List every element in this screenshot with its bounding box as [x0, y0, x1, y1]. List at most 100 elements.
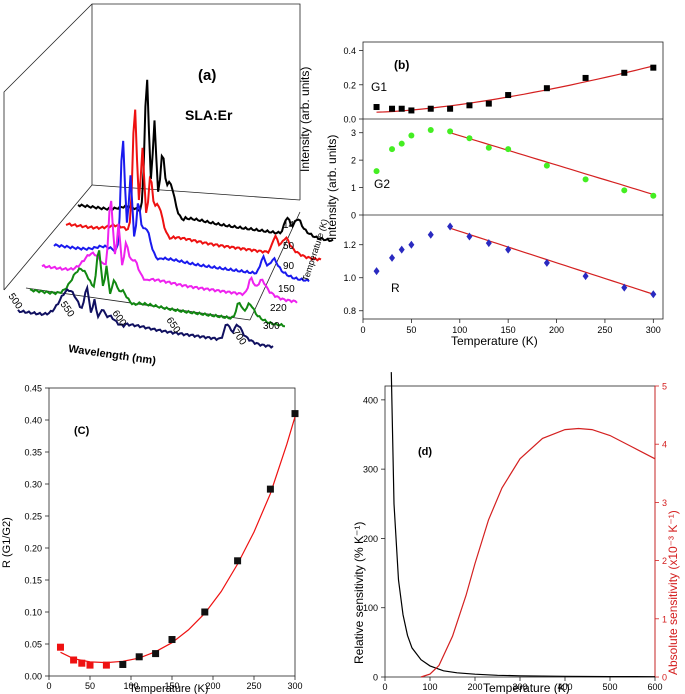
panel-b-ytick-label: 0.8: [343, 306, 356, 316]
panel-c-ytick-label: 0.10: [24, 608, 42, 618]
panel-b-point-G1: [466, 102, 473, 109]
panel-c-point: [201, 608, 209, 616]
panel-b-point-G2: [505, 146, 512, 153]
spectrum-trace-50: [65, 109, 322, 262]
panel-b-point-G1: [427, 105, 434, 112]
panel-c-ytick-label: 0.15: [24, 576, 42, 586]
panel-d-ytick-label: 300: [363, 465, 378, 475]
panel-b-point-R: [466, 232, 473, 241]
panel-c-xtick-label: 100: [123, 681, 138, 691]
panel-c-xtick-label: 50: [85, 681, 95, 691]
spectrum-trace-300: [17, 284, 274, 349]
panel-c-ytick-label: 0.20: [24, 544, 42, 554]
panel-d-ytick-label: 100: [363, 603, 378, 613]
panel-b-fit-line-G1: [376, 65, 654, 113]
wavelength-tick-500: 500: [6, 291, 25, 311]
panel-d-label: (d): [418, 446, 432, 458]
panel-b-ytick-label: 0.0: [343, 115, 356, 125]
panel-b-xtick-label: 250: [597, 325, 612, 335]
panel-b-point-G1: [389, 105, 396, 112]
panel-b-r-label: R: [391, 281, 400, 295]
panel-b-point-G2: [650, 192, 657, 199]
panel-b-point-R: [505, 245, 512, 254]
panel-c-point: [56, 643, 64, 651]
panel-b-point-R: [373, 267, 380, 276]
panel-b-point-R: [389, 253, 396, 262]
panel-d-ytick-label: 200: [363, 534, 378, 544]
panel-c-xtick-label: 0: [46, 681, 51, 691]
panel-c-point: [234, 557, 242, 565]
panel-c-label: (C): [74, 425, 90, 437]
panel-d: 0 100 200 300 400 0 1 2 3 4 5 0 100 200 300 400 500 600 (…: [352, 372, 680, 694]
panel-b-ylabel: Intensity (arb. units): [325, 135, 339, 240]
panel-c-xtick-label: 300: [287, 681, 302, 691]
panel-c-ytick-label: 0.35: [24, 448, 42, 458]
panel-b-point-G2: [389, 146, 396, 153]
panel-c-point: [168, 636, 176, 644]
panel-b-point-G2: [373, 168, 380, 175]
panel-c-point: [70, 656, 78, 664]
panel-b-point-R: [650, 290, 657, 299]
panel-d-y2tick-label: 3: [662, 498, 667, 508]
panel-b-point-G2: [447, 128, 454, 135]
panel-b-point-G1: [485, 100, 492, 107]
panel-b-point-G1: [582, 74, 589, 81]
panel-c-xlabel: Temperature (K): [129, 683, 208, 694]
panel-b-ytick-label: 0.2: [343, 80, 356, 90]
panel-b-point-G1: [505, 92, 512, 99]
panel-b-point-R: [427, 230, 434, 239]
panel-d-y2tick-label: 2: [662, 556, 667, 566]
panel-b-g2-label: G2: [374, 177, 390, 191]
panel-c-ytick-label: 0.25: [24, 512, 42, 522]
panel-b-point-G2: [485, 144, 492, 151]
panel-d-xtick-label: 500: [602, 682, 617, 692]
panel-b-ytick-label: 3: [351, 128, 356, 138]
floor-left-edge: [3, 184, 93, 291]
panel-c-fit-line: [60, 416, 296, 664]
panel-c-ylabel: R (G1/G2): [1, 517, 13, 568]
panel-d-y2tick-label: 5: [662, 382, 667, 392]
panel-c-point: [102, 661, 110, 669]
panel-b-point-G1: [621, 69, 628, 76]
temperature-axis: [249, 211, 301, 321]
panel-b-point-R: [582, 272, 589, 281]
panel-d-line-relative: [390, 372, 656, 678]
panel-b-point-G1: [650, 64, 657, 71]
panel-c-content: 0.00 0.05 0.10 0.15 0.20 0.25 0.30 0.35 0.40 0.45…: [24, 384, 302, 692]
panel-b-point-G1: [447, 105, 454, 112]
panel-b-ytick-label: 1.0: [343, 273, 356, 283]
panel-b-fit-line-G2: [449, 132, 654, 195]
panel-b-g1-label: G1: [371, 80, 387, 94]
panel-c-ytick-label: 0.05: [24, 640, 42, 650]
panel-d-xtick-label: 400: [557, 682, 572, 692]
panel-c-ytick-label: 0.00: [24, 672, 42, 682]
panel-d-ytick-label: 0: [373, 673, 378, 683]
panel-b-point-G2: [398, 140, 405, 147]
panel-d-xlabel: Temperature (K): [483, 681, 570, 694]
panel-c-point: [78, 659, 86, 667]
panel-c: 0.00 0.05 0.10 0.15 0.20 0.25 0.30 0.35 0.40 0.45…: [1, 384, 303, 694]
panel-b-xtick-label: 50: [406, 325, 416, 335]
panel-b-xtick-label: 300: [646, 325, 661, 335]
temperature-tick-300: 300: [263, 321, 280, 332]
panel-d-xtick-label: 100: [422, 682, 437, 692]
panel-b-point-R: [621, 283, 628, 292]
panel-b-point-G2: [621, 187, 628, 194]
temperature-tick-220: 220: [270, 303, 287, 314]
panel-b: 0.0 0.2 0.4 0 1 2 3 0.8 1.0 1.2 0 50 100 150 200 250 300…: [325, 41, 664, 348]
panel-b-point-G1: [543, 85, 550, 92]
panel-b-ytick-label: 0: [351, 211, 356, 221]
panel-c-ytick-label: 0.40: [24, 416, 42, 426]
panel-b-xtick-label: 100: [452, 325, 467, 335]
panel-c-point: [152, 650, 160, 658]
panel-d-frame: [384, 385, 656, 678]
panel-b-ytick-label: 1: [351, 183, 356, 193]
spectrum-trace-220: [29, 250, 286, 328]
spectrum-trace-150: [41, 200, 298, 304]
panel-a: (a) SLA:Er Intensity (arb. units) Temper…: [3, 3, 334, 367]
panel-b-point-G2: [408, 132, 415, 139]
temperature-tick-90: 90: [283, 261, 295, 272]
panel-d-y2tick-label: 4: [662, 440, 667, 450]
